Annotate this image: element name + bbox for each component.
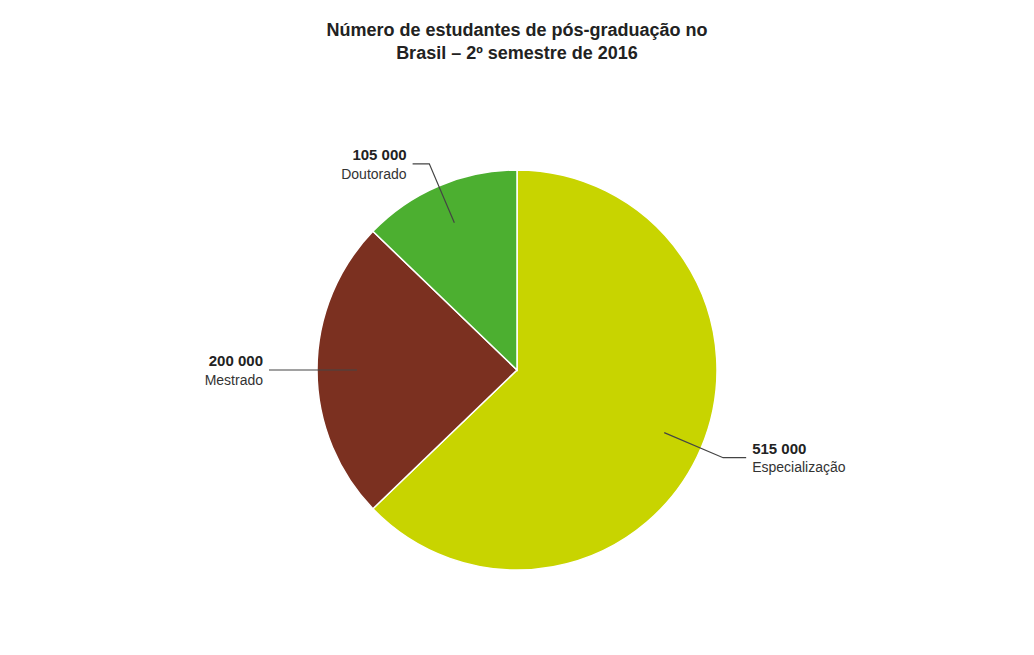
value-label: 105 000 [352,146,406,163]
leader-line [664,433,746,458]
chart-title: Número de estudantes de pós-graduação no… [326,20,707,63]
labels: 515 000 Especialização 200 000 Mestrado 105 … [205,146,846,475]
chart-root: Número de estudantes de pós-graduação no… [0,0,1034,655]
pie-group: 515 000 Especialização 200 000 Mestrado 105 … [205,146,846,570]
category-label: Mestrado [205,372,264,388]
title-line: Brasil – 2º semestre de 2016 [396,43,638,63]
value-label: 200 000 [209,352,263,369]
leader-line [413,164,455,223]
category-label: Doutorado [341,166,407,182]
category-label: Especialização [752,459,846,475]
value-label: 515 000 [752,440,806,457]
leader-line [269,369,357,370]
title-line: Número de estudantes de pós-graduação no [326,20,707,40]
